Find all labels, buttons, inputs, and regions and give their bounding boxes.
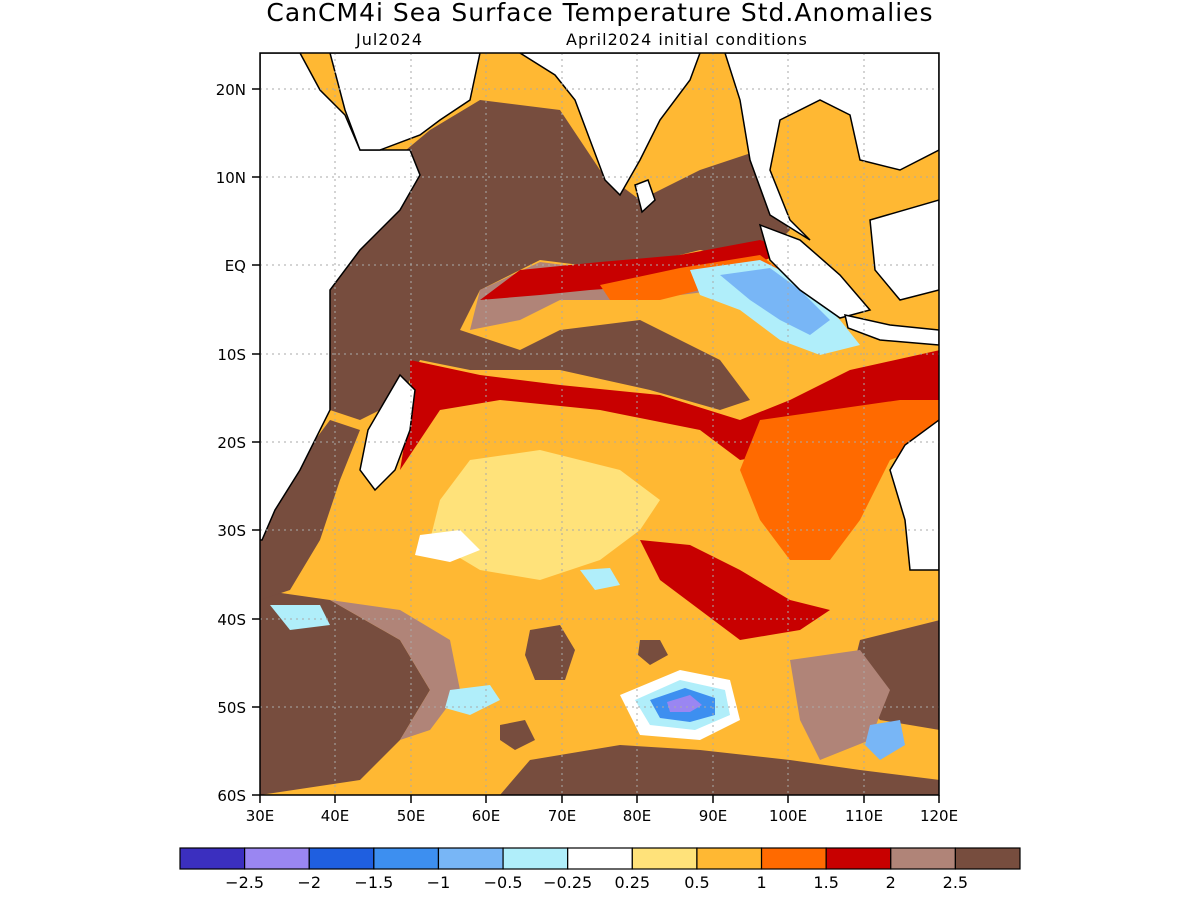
anomaly-southwest-tan	[330, 600, 460, 740]
colorbar-swatch	[631, 847, 698, 870]
lat-label: 10S	[217, 346, 246, 364]
colorbar-label: −2.5	[225, 873, 264, 892]
anomaly-central-lightblue	[580, 568, 620, 590]
colorbar-label: 0.25	[614, 873, 650, 892]
lat-label: 40S	[217, 611, 246, 629]
colorbar-swatch	[437, 847, 504, 870]
colorbar-label: 1	[756, 873, 766, 892]
colorbar: −2.5 −2 −1.5 −1 −0.5 −0.25 0.25 0.5 1 1.5 2 2.5	[179, 847, 1021, 892]
anomaly-south-orange-band	[740, 400, 939, 560]
lon-label: 110E	[845, 807, 883, 825]
colorbar-label: 2.5	[943, 873, 968, 892]
arabia-land	[329, 53, 481, 151]
lon-label: 90E	[699, 807, 728, 825]
colorbar-label: −2	[297, 873, 321, 892]
colorbar-swatch	[308, 847, 375, 870]
lon-axis: 30E 40E 50E 60E 70E 80E 90E 100E 110E 12…	[246, 795, 958, 825]
colorbar-swatch	[890, 847, 956, 870]
lon-label: 30E	[246, 807, 275, 825]
lon-label: 70E	[548, 807, 577, 825]
colorbar-swatch	[373, 847, 440, 870]
colorbar-swatch	[244, 847, 310, 870]
anomaly-west-coast-brown	[260, 420, 360, 600]
map-title: CanCM4i Sea Surface Temperature Std.Anom…	[266, 0, 934, 27]
colorbar-swatch	[567, 847, 633, 870]
anomaly-small-brown	[500, 720, 535, 750]
lat-label: 20S	[217, 434, 246, 452]
land-masses	[260, 53, 939, 571]
anomaly-diagonal-red	[640, 540, 830, 640]
anomaly-central-yellow	[430, 450, 660, 580]
anomaly-small-brown-2	[638, 640, 668, 665]
anomaly-east-tan	[790, 650, 890, 760]
lon-label: 120E	[920, 807, 958, 825]
southeast-asia-land	[724, 53, 939, 241]
sri-lanka-land	[634, 179, 656, 214]
colorbar-swatch	[954, 847, 1021, 870]
colorbar-label: −1.5	[354, 873, 393, 892]
colorbar-swatch	[825, 847, 892, 870]
colorbar-label: 0.5	[684, 873, 709, 892]
lon-label: 80E	[623, 807, 652, 825]
colorbar-swatch	[760, 847, 827, 870]
initial-conditions: April2024 initial conditions	[566, 30, 808, 49]
anomaly-central-white	[415, 530, 480, 562]
lon-label: 40E	[321, 807, 350, 825]
colorbar-label: −0.5	[484, 873, 523, 892]
anomaly-south-brown	[500, 745, 939, 795]
australia-land	[889, 419, 939, 571]
anomaly-equatorial-red	[480, 240, 790, 300]
lon-label: 60E	[472, 807, 501, 825]
lon-label: 50E	[397, 807, 426, 825]
graticule	[260, 53, 939, 795]
colorbar-label: −1	[427, 873, 451, 892]
colorbar-label: 1.5	[813, 873, 838, 892]
colorbar-swatch	[696, 847, 763, 870]
lat-label: 60S	[217, 787, 246, 805]
lat-label: EQ	[225, 257, 246, 275]
lat-label: 20N	[216, 81, 246, 99]
plot-frame	[259, 52, 940, 796]
java-land	[844, 314, 939, 346]
lat-axis: 20N 10N EQ 10S 20S 30S 40S 50S 60S	[216, 81, 260, 805]
colorbar-label: −0.25	[543, 873, 592, 892]
madagascar-land	[359, 373, 416, 492]
africa-land	[260, 53, 421, 541]
anomaly-south-purple	[667, 695, 702, 712]
forecast-month: Jul2024	[356, 30, 424, 49]
anomaly-sumatra-blue	[720, 268, 830, 335]
colorbar-swatch	[502, 847, 569, 870]
sumatra-borneo-land	[758, 199, 939, 319]
india-land	[518, 53, 701, 197]
anomaly-sw-coastal-cool	[270, 605, 330, 630]
anomaly-north-brown	[320, 100, 790, 420]
colorbar-swatch	[179, 847, 246, 870]
lat-label: 50S	[217, 699, 246, 717]
anomaly-southwest-brown	[260, 590, 430, 795]
lat-label: 30S	[217, 522, 246, 540]
colorbar-label: 2	[886, 873, 896, 892]
lon-label: 100E	[769, 807, 807, 825]
anomaly-southeast-cool	[865, 720, 905, 760]
lat-label: 10N	[216, 169, 246, 187]
